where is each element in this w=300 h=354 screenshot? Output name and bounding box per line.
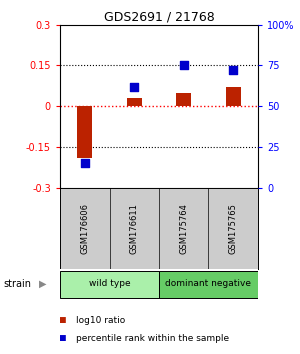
Text: percentile rank within the sample: percentile rank within the sample (76, 333, 230, 343)
Point (181, 63, 186, 68)
Text: wild type: wild type (89, 279, 130, 288)
Text: GSM176611: GSM176611 (130, 203, 139, 254)
Text: GSM175764: GSM175764 (179, 203, 188, 254)
Text: ▶: ▶ (39, 279, 46, 289)
Bar (176, 93, 191, 106)
Text: strain: strain (3, 279, 31, 289)
Bar (127, 98, 142, 106)
Text: ■: ■ (60, 315, 66, 325)
Text: ■: ■ (60, 333, 66, 343)
Point (82, 160, 87, 166)
Bar (77, 106, 92, 158)
Bar (226, 87, 241, 106)
Text: dominant negative: dominant negative (166, 279, 251, 288)
Title: GDS2691 / 21768: GDS2691 / 21768 (103, 11, 214, 24)
Point (132, 84, 137, 90)
Bar (60, 270, 159, 298)
Text: log10 ratio: log10 ratio (76, 316, 126, 325)
Text: GSM176606: GSM176606 (80, 203, 89, 254)
Text: GSM175765: GSM175765 (229, 203, 238, 254)
Bar (159, 270, 258, 298)
Point (231, 68, 236, 73)
